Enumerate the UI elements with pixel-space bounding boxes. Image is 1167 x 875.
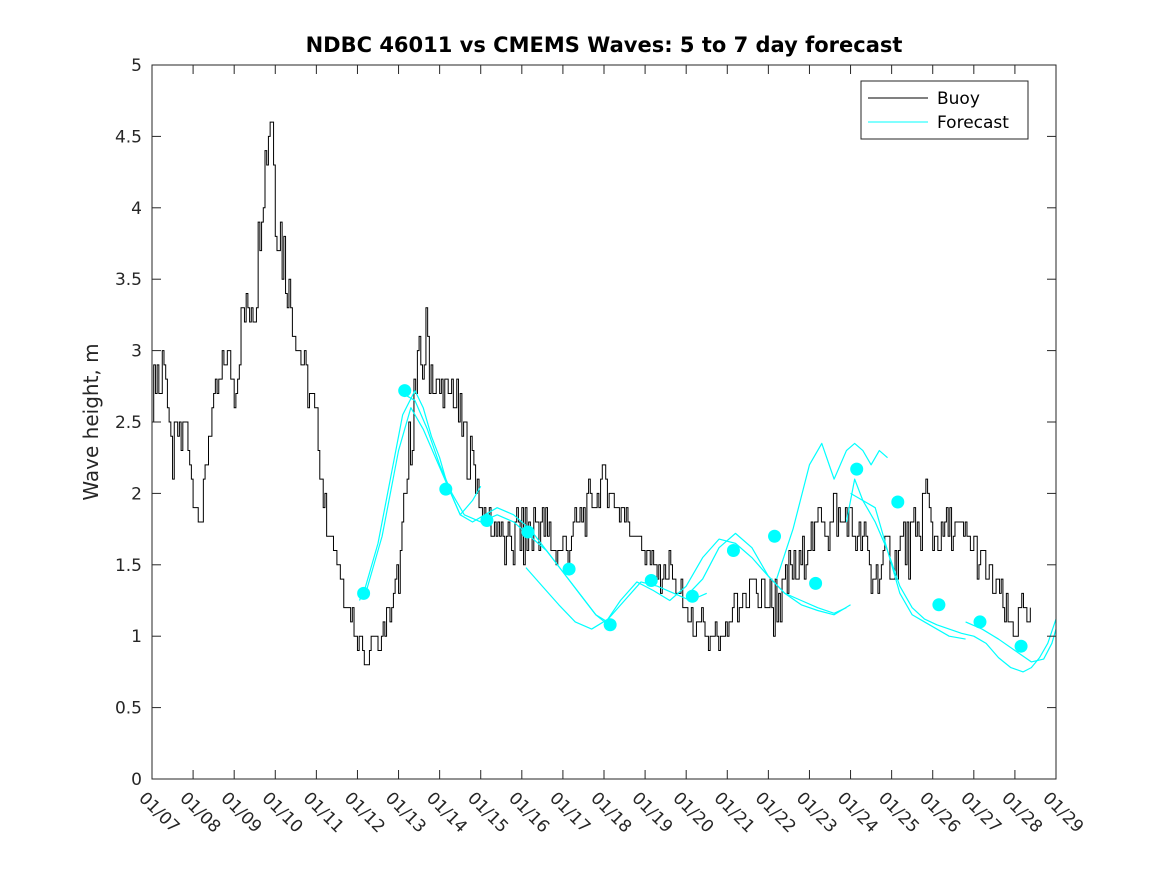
y-tick-label: 0	[131, 770, 142, 790]
forecast-point	[973, 615, 987, 629]
forecast-points-layer	[357, 384, 1028, 653]
forecast-point	[685, 589, 699, 603]
forecast-line-10	[965, 621, 1057, 663]
forecast-point	[768, 529, 782, 543]
buoy-line	[152, 121, 1031, 666]
y-tick-label: 3.5	[115, 270, 142, 290]
forecast-line-7	[776, 442, 888, 580]
forecast-point	[850, 462, 864, 476]
y-axis-label: Wave height, m	[79, 343, 103, 500]
plot-area	[152, 65, 1056, 779]
forecast-point	[891, 495, 905, 509]
y-tick-labels: 0 0.5 1 1.5 2 2.5 3 3.5 4 4.5 5	[115, 56, 142, 790]
forecast-point	[357, 586, 371, 600]
forecast-point	[809, 576, 823, 590]
y-tick-label: 1.5	[115, 556, 142, 576]
chart-title: NDBC 46011 vs CMEMS Waves: 5 to 7 day fo…	[306, 33, 903, 57]
y-tick-label: 5	[131, 56, 142, 76]
y-tick-label: 2	[131, 484, 142, 504]
buoy-series-layer	[152, 121, 1031, 666]
forecast-point	[398, 384, 412, 398]
forecast-point	[932, 598, 946, 612]
forecast-line-3	[402, 392, 613, 626]
axis-ticks	[151, 64, 1057, 780]
forecast-point	[644, 574, 658, 588]
forecast-line-9	[850, 492, 1057, 673]
forecast-point	[562, 562, 576, 576]
legend-buoy-label: Buoy	[937, 89, 980, 109]
forecast-line-6	[685, 532, 847, 614]
forecast-point	[603, 618, 617, 632]
forecast-point	[521, 525, 535, 539]
forecast-point	[1014, 639, 1028, 653]
y-tick-label: 4	[131, 199, 142, 219]
y-tick-label: 3	[131, 342, 142, 362]
forecast-series-layer	[358, 389, 1057, 673]
forecast-point	[726, 544, 740, 558]
legend-box	[860, 80, 1029, 140]
y-tick-label: 4.5	[115, 127, 142, 147]
forecast-point	[480, 514, 494, 528]
legend-forecast-label: Forecast	[937, 113, 1009, 133]
y-tick-label: 2.5	[115, 413, 142, 433]
forecast-line-8	[845, 478, 966, 640]
forecast-point	[439, 482, 453, 496]
y-tick-label: 1	[131, 627, 142, 647]
legend: Buoy Forecast	[860, 80, 1029, 140]
y-tick-label: 0.5	[115, 699, 142, 719]
